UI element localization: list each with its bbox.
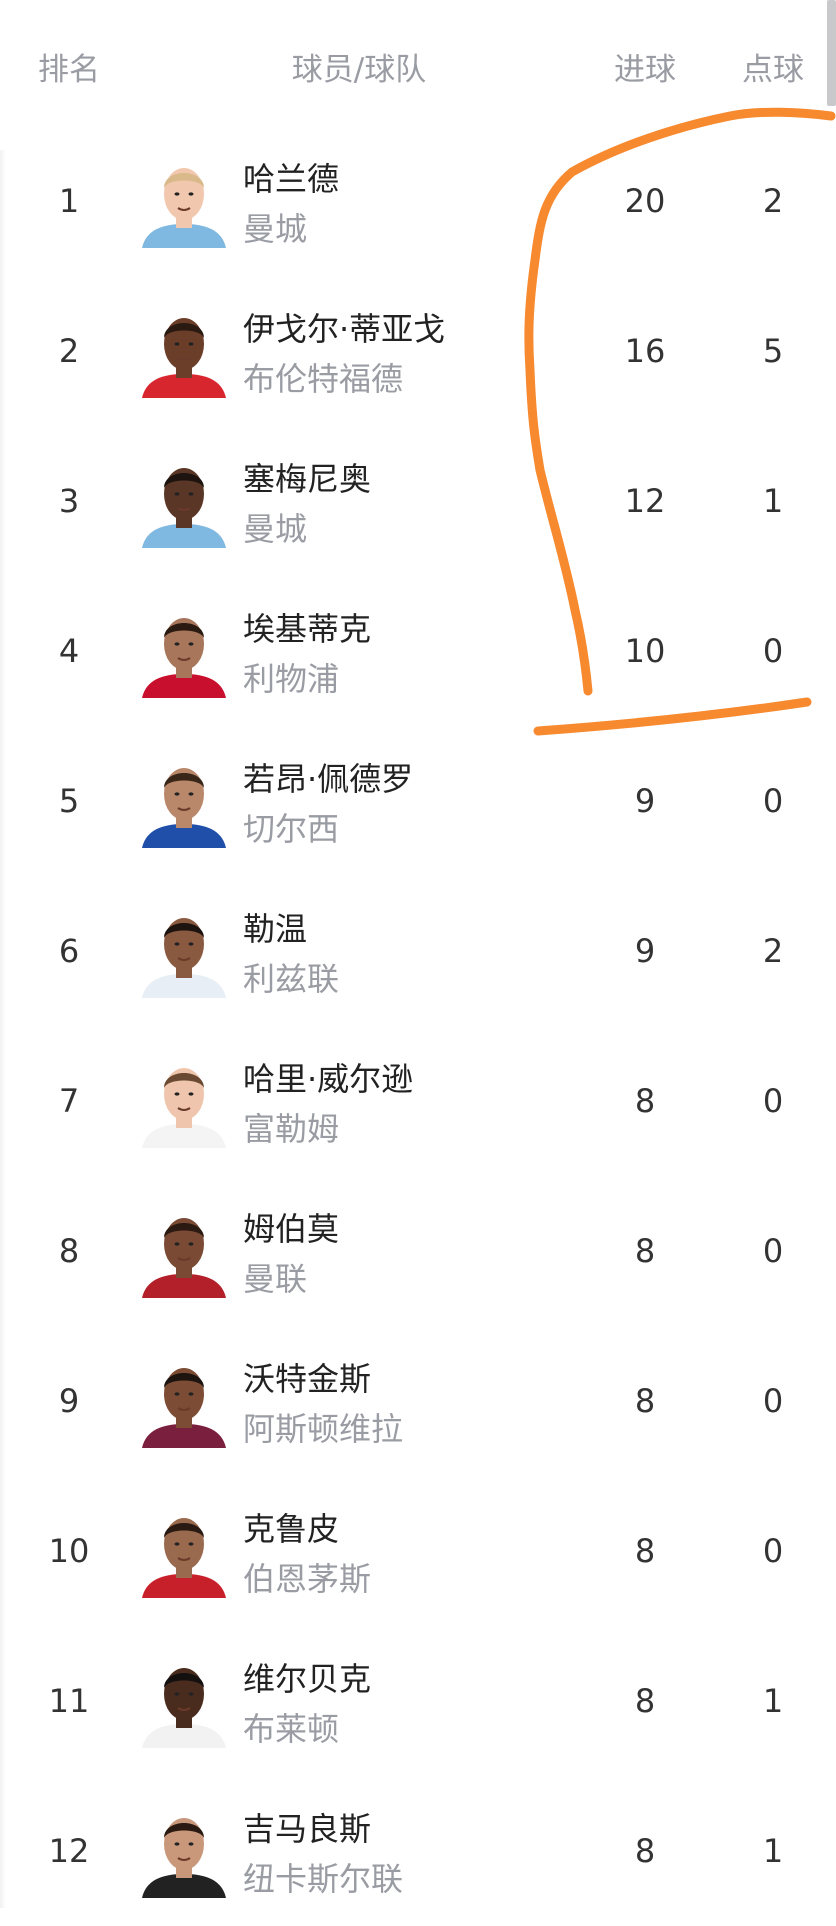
player-avatar-icon	[142, 168, 226, 248]
goals-value: 8	[634, 1532, 656, 1570]
team-name[interactable]: 利兹联	[243, 960, 340, 998]
player-name[interactable]: 吉马良斯	[243, 1810, 372, 1848]
penalties-value: 5	[762, 332, 784, 370]
table-row[interactable]: 9 沃特金斯 阿斯顿维拉 8 0	[0, 1326, 836, 1476]
table-row[interactable]: 10 克鲁皮 伯恩茅斯 8 0	[0, 1476, 836, 1626]
player-name[interactable]: 姆伯莫	[243, 1210, 340, 1248]
rank: 9	[58, 1382, 80, 1420]
goals-value: 8	[634, 1382, 656, 1420]
player-avatar-icon	[142, 1218, 226, 1298]
player-avatar-icon	[142, 1068, 226, 1148]
rank: 10	[48, 1532, 90, 1570]
player-avatar-icon	[142, 1518, 226, 1598]
goals-value: 20	[624, 182, 666, 220]
goals-value: 8	[634, 1232, 656, 1270]
goals-value: 8	[634, 1082, 656, 1120]
goals-value: 8	[634, 1832, 656, 1870]
goals-value: 10	[624, 632, 666, 670]
scrollbar[interactable]	[827, 0, 836, 106]
penalties-value: 0	[762, 632, 784, 670]
header-player-team: 球员/球队	[291, 52, 427, 88]
table-row[interactable]: 7 哈里·威尔逊 富勒姆 8 0	[0, 1026, 836, 1176]
penalties-value: 2	[762, 182, 784, 220]
table-row[interactable]: 12 吉马良斯 纽卡斯尔联 8 1	[0, 1776, 836, 1926]
goals-value: 9	[634, 932, 656, 970]
rank: 1	[58, 182, 80, 220]
penalties-value: 0	[762, 782, 784, 820]
header-penalties[interactable]: 点球	[742, 52, 804, 88]
penalties-value: 0	[762, 1082, 784, 1120]
player-name[interactable]: 哈兰德	[243, 160, 340, 198]
rank: 6	[58, 932, 80, 970]
table-row[interactable]: 8 姆伯莫 曼联 8 0	[0, 1176, 836, 1326]
table-row[interactable]: 2 伊戈尔·蒂亚戈 布伦特福德 16 5	[0, 276, 836, 426]
header-rank[interactable]: 排名	[38, 52, 100, 88]
player-avatar-icon	[142, 1818, 226, 1898]
player-avatar-icon	[142, 318, 226, 398]
team-name[interactable]: 布伦特福德	[243, 360, 404, 398]
card-edge	[0, 150, 6, 1908]
player-name[interactable]: 若昂·佩德罗	[243, 760, 414, 798]
team-name[interactable]: 阿斯顿维拉	[243, 1410, 404, 1448]
team-name[interactable]: 布莱顿	[243, 1710, 340, 1748]
rank: 7	[58, 1082, 80, 1120]
team-name[interactable]: 伯恩茅斯	[243, 1560, 372, 1598]
player-name[interactable]: 哈里·威尔逊	[243, 1060, 414, 1098]
player-name[interactable]: 维尔贝克	[243, 1660, 372, 1698]
penalties-value: 0	[762, 1532, 784, 1570]
rank: 12	[48, 1832, 90, 1870]
player-name[interactable]: 塞梅尼奥	[243, 460, 372, 498]
rank: 4	[58, 632, 80, 670]
penalties-value: 0	[762, 1232, 784, 1270]
rank: 11	[48, 1682, 90, 1720]
player-avatar-icon	[142, 768, 226, 848]
team-name[interactable]: 富勒姆	[243, 1110, 340, 1148]
goals-value: 16	[624, 332, 666, 370]
goals-value: 9	[634, 782, 656, 820]
goals-value: 8	[634, 1682, 656, 1720]
table-row[interactable]: 3 塞梅尼奥 曼城 12 1	[0, 426, 836, 576]
team-name[interactable]: 曼城	[243, 210, 308, 248]
team-name[interactable]: 利物浦	[243, 660, 340, 698]
rank: 8	[58, 1232, 80, 1270]
goals-value: 12	[624, 482, 666, 520]
rank: 2	[58, 332, 80, 370]
player-name[interactable]: 勒温	[243, 910, 308, 948]
table-row[interactable]: 1 哈兰德 曼城 20 2	[0, 126, 836, 276]
team-name[interactable]: 纽卡斯尔联	[243, 1860, 404, 1898]
player-name[interactable]: 伊戈尔·蒂亚戈	[243, 310, 446, 348]
table-row[interactable]: 4 埃基蒂克 利物浦 10 0	[0, 576, 836, 726]
penalties-value: 2	[762, 932, 784, 970]
player-avatar-icon	[142, 618, 226, 698]
table-row[interactable]: 5 若昂·佩德罗 切尔西 9 0	[0, 726, 836, 876]
rank: 3	[58, 482, 80, 520]
team-name[interactable]: 曼联	[243, 1260, 308, 1298]
player-avatar-icon	[142, 468, 226, 548]
player-avatar-icon	[142, 918, 226, 998]
penalties-value: 1	[762, 1832, 784, 1870]
team-name[interactable]: 曼城	[243, 510, 308, 548]
penalties-value: 1	[762, 1682, 784, 1720]
player-name[interactable]: 沃特金斯	[243, 1360, 372, 1398]
penalties-value: 1	[762, 482, 784, 520]
player-avatar-icon	[142, 1668, 226, 1748]
table-row[interactable]: 11 维尔贝克 布莱顿 8 1	[0, 1626, 836, 1776]
table-row[interactable]: 6 勒温 利兹联 9 2	[0, 876, 836, 1026]
player-name[interactable]: 埃基蒂克	[243, 610, 372, 648]
rank: 5	[58, 782, 80, 820]
penalties-value: 0	[762, 1382, 784, 1420]
player-name[interactable]: 克鲁皮	[243, 1510, 340, 1548]
team-name[interactable]: 切尔西	[243, 810, 340, 848]
header-goals[interactable]: 进球	[614, 52, 676, 88]
player-avatar-icon	[142, 1368, 226, 1448]
